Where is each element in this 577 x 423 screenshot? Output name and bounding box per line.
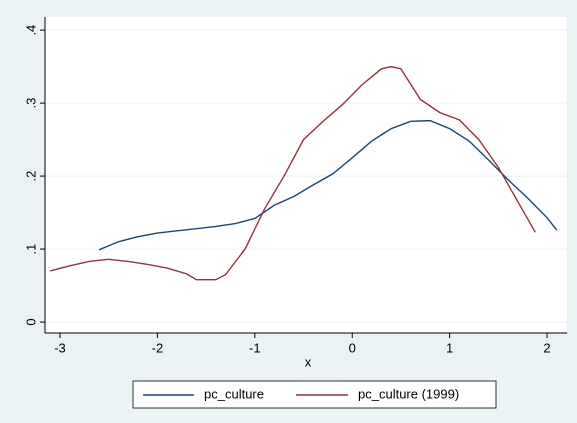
x-tick-label: 2	[543, 340, 550, 355]
plot-area	[45, 17, 567, 333]
series-line	[98, 119, 558, 251]
y-tick-label: .2	[23, 171, 38, 182]
y-tick-label: .4	[23, 25, 38, 36]
legend-label: pc_culture (1999)	[358, 386, 459, 401]
y-tick-label: .1	[23, 244, 38, 255]
x-tick-label: 1	[446, 340, 453, 355]
x-tick-label: -2	[152, 340, 164, 355]
y-tick-label: 0	[23, 318, 38, 325]
legend-label: pc_culture	[204, 386, 264, 401]
series-line	[50, 65, 536, 281]
x-tick-label: 0	[349, 340, 356, 355]
x-axis-title: x	[305, 354, 312, 369]
x-tick-label: -1	[249, 340, 261, 355]
y-tick-label: .3	[23, 98, 38, 109]
x-tick-label: -3	[54, 340, 66, 355]
